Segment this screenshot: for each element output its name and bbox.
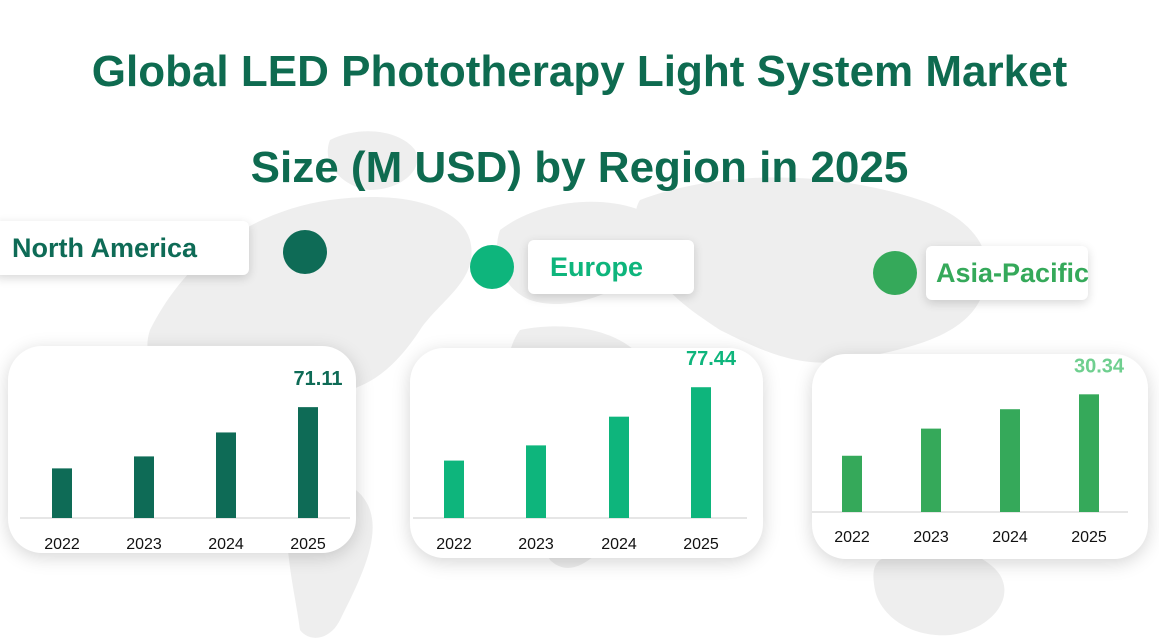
bar-europe-2022 — [444, 460, 464, 518]
x-tick-label-asia-pacific-2025: 2025 — [1071, 529, 1107, 546]
data-label-asia-pacific-2025: 30.34 — [1074, 355, 1125, 377]
map-australia-shape — [873, 548, 1005, 636]
region-dot-north-america — [283, 230, 327, 274]
region-label-asia-pacific: Asia-Pacific — [926, 246, 1090, 300]
bar-north-america-2023 — [134, 456, 154, 518]
x-tick-label-asia-pacific-2024: 2024 — [992, 529, 1028, 546]
bar-europe-2024 — [609, 416, 629, 518]
x-tick-label-asia-pacific-2023: 2023 — [913, 529, 949, 546]
chart-card-asia-pacific: 2022 2023 2024 2025 30.34 — [812, 354, 1148, 559]
x-tick-label-europe-2024: 2024 — [601, 536, 637, 553]
region-label-europe-text: Europe — [550, 252, 644, 282]
bar-north-america-2022 — [52, 468, 72, 518]
map-asia-shape — [635, 177, 988, 363]
x-tick-label-europe-2025: 2025 — [683, 536, 719, 553]
region-dot-asia-pacific — [873, 251, 917, 295]
region-label-north-america: North America — [0, 221, 249, 275]
region-label-asia-pacific-text: Asia-Pacific — [936, 258, 1090, 288]
bar-north-america-2024 — [216, 432, 236, 518]
chart-card-europe: 2022 2023 2024 2025 77.44 — [410, 348, 763, 558]
bar-asia-pacific-2025 — [1079, 394, 1099, 512]
region-label-north-america-text: North America — [12, 233, 198, 263]
chart-title-line-2: Size (M USD) by Region in 2025 — [250, 143, 909, 192]
region-label-europe: Europe — [528, 240, 694, 294]
map-greenland-shape — [327, 131, 418, 190]
x-tick-label-europe-2022: 2022 — [436, 536, 472, 553]
bar-north-america-2025 — [298, 407, 318, 518]
x-tick-label-asia-pacific-2022: 2022 — [834, 529, 870, 546]
chart-title-line-1: Global LED Phototherapy Light System Mar… — [91, 47, 1068, 96]
x-tick-label-north-america-2022: 2022 — [44, 536, 80, 553]
bar-asia-pacific-2023 — [921, 428, 941, 512]
bar-europe-2025 — [691, 387, 711, 518]
x-tick-label-north-america-2023: 2023 — [126, 536, 162, 553]
bar-chart-europe: 2022 2023 2024 2025 77.44 — [413, 348, 747, 553]
x-tick-label-europe-2023: 2023 — [518, 536, 554, 553]
x-tick-label-north-america-2025: 2025 — [290, 536, 326, 553]
x-tick-label-north-america-2024: 2024 — [208, 536, 244, 553]
region-dot-europe — [470, 245, 514, 289]
bar-europe-2023 — [526, 445, 546, 518]
data-label-north-america-2025: 71.11 — [294, 368, 343, 390]
bar-asia-pacific-2022 — [842, 455, 862, 512]
chart-card-north-america: 2022 2023 2024 2025 71.11 — [8, 346, 356, 553]
data-label-europe-2025: 77.44 — [686, 348, 737, 370]
bar-asia-pacific-2024 — [1000, 409, 1020, 512]
bar-chart-north-america: 2022 2023 2024 2025 71.11 — [20, 368, 350, 553]
bar-chart-asia-pacific: 2022 2023 2024 2025 30.34 — [812, 355, 1128, 546]
